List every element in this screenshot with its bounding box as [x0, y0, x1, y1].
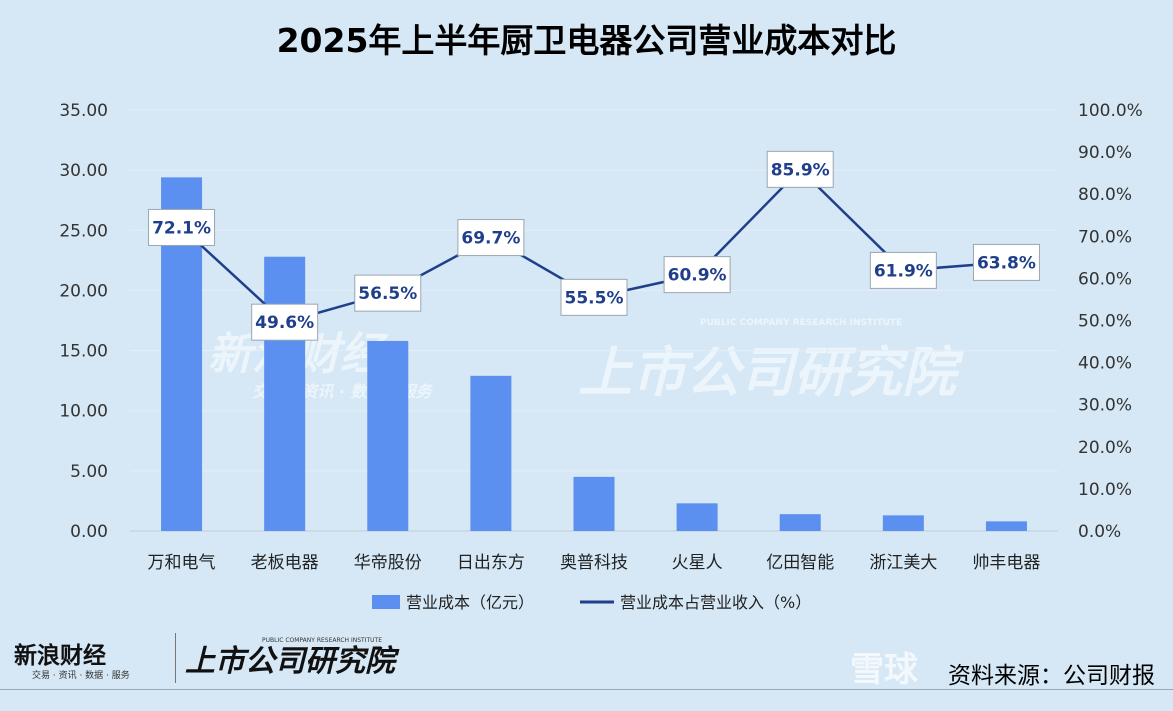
- category-label: 日出东方: [457, 553, 525, 573]
- right-tick-label: 100.0%: [1078, 101, 1143, 121]
- point-label: 61.9%: [874, 261, 933, 281]
- bar[interactable]: [985, 521, 1027, 531]
- right-tick-label: 30.0%: [1078, 396, 1132, 416]
- sina-sub: 交易 · 资讯 · 数据 · 服务: [32, 671, 130, 681]
- bar[interactable]: [676, 503, 718, 531]
- legend: 营业成本（亿元） 营业成本占营业收入（%）: [372, 593, 811, 612]
- point-label-box: [457, 219, 525, 257]
- institute-logo: 上市公司研究院: [185, 644, 395, 679]
- point-label: 72.1%: [152, 218, 211, 238]
- point-label: 69.7%: [461, 229, 520, 249]
- combo-chart: 0.00 5.00 10.00 15.00 20.00 25.00 30.00 35.00 0…: [59, 101, 1143, 612]
- left-tick-label: 25.00: [59, 221, 108, 241]
- left-tick-label: 20.00: [59, 281, 108, 301]
- legend-bar-label[interactable]: 营业成本（亿元）: [406, 593, 534, 612]
- source-note: 资料来源：公司财报: [948, 663, 1155, 689]
- institute-logo-en: PUBLIC COMPANY RESEARCH INSTITUTE: [262, 637, 382, 644]
- legend-line-label[interactable]: 营业成本占营业收入（%）: [620, 593, 811, 612]
- category-label: 万和电气: [148, 553, 216, 573]
- category-label: 奥普科技: [560, 553, 628, 573]
- right-tick-label: 50.0%: [1078, 312, 1132, 332]
- point-label: 55.5%: [565, 288, 624, 308]
- left-tick-label: 30.00: [59, 161, 108, 181]
- bar[interactable]: [367, 340, 409, 531]
- category-label: 亿田智能: [766, 553, 834, 573]
- point-labels: 72.1% 49.6% 56.5% 69.7% 55.5% 60.9% 85.9% 61.9%…: [148, 150, 1040, 341]
- sina-finance-logo: 新浪财经 交易 · 资讯 · 数据 · 服务: [14, 636, 130, 681]
- left-axis: 0.00 5.00 10.00 15.00 20.00 25.00 30.00 35.00: [59, 101, 108, 542]
- left-tick-label: 35.00: [59, 101, 108, 121]
- point-label: 56.5%: [358, 284, 417, 304]
- institute-watermark-en: PUBLIC COMPANY RESEARCH INSTITUTE: [700, 318, 903, 328]
- point-label-box: [663, 256, 731, 294]
- point-label: 85.9%: [771, 160, 830, 180]
- category-label: 火星人: [672, 553, 723, 573]
- right-tick-label: 60.0%: [1078, 269, 1132, 289]
- right-axis: 0.0% 10.0% 20.0% 30.0% 40.0% 50.0% 60.0% 70.0% 8…: [1078, 101, 1143, 542]
- bar[interactable]: [882, 515, 924, 531]
- right-tick-label: 40.0%: [1078, 354, 1132, 374]
- right-tick-label: 90.0%: [1078, 143, 1132, 163]
- right-tick-label: 20.0%: [1078, 438, 1132, 458]
- point-label-box: [766, 150, 834, 188]
- bar[interactable]: [779, 514, 821, 531]
- point-label: 49.6%: [255, 313, 314, 333]
- logo-divider: [175, 633, 176, 683]
- point-label: 60.9%: [668, 266, 727, 286]
- point-label-box: [869, 251, 937, 289]
- category-label: 浙江美大: [869, 553, 937, 573]
- chart-title: 2025年上半年厨卫电器公司营业成本对比: [276, 21, 897, 60]
- right-tick-label: 80.0%: [1078, 185, 1132, 205]
- xueqiu-watermark: 雪球: [850, 650, 918, 690]
- bar[interactable]: [470, 375, 512, 531]
- point-label-box: [354, 274, 422, 312]
- bar[interactable]: [573, 476, 615, 531]
- bar[interactable]: [264, 256, 306, 531]
- left-tick-label: 10.00: [59, 402, 108, 422]
- sina-brand: 新浪财经: [14, 643, 106, 669]
- category-label: 华帝股份: [354, 553, 422, 573]
- left-tick-label: 0.00: [70, 522, 108, 542]
- right-tick-label: 10.0%: [1078, 480, 1132, 500]
- right-tick-label: 0.0%: [1078, 522, 1121, 542]
- left-tick-label: 5.00: [70, 462, 108, 482]
- point-label: 63.8%: [977, 253, 1036, 273]
- category-label: 老板电器: [251, 553, 319, 573]
- institute-watermark: 上市公司研究院: [578, 341, 956, 404]
- category-label: 帅丰电器: [972, 553, 1040, 573]
- left-tick-label: 15.00: [59, 342, 108, 362]
- point-label-box: [972, 243, 1040, 281]
- point-label-box: [251, 303, 319, 341]
- footer-divider: [0, 689, 1173, 690]
- point-label-box: [560, 278, 628, 316]
- right-tick-label: 70.0%: [1078, 227, 1132, 247]
- point-label-box: [148, 208, 216, 246]
- legend-bar-swatch: [372, 595, 400, 609]
- category-labels: 万和电气 老板电器 华帝股份 日出东方 奥普科技 火星人 亿田智能 浙江美大 帅丰电器: [148, 553, 1041, 573]
